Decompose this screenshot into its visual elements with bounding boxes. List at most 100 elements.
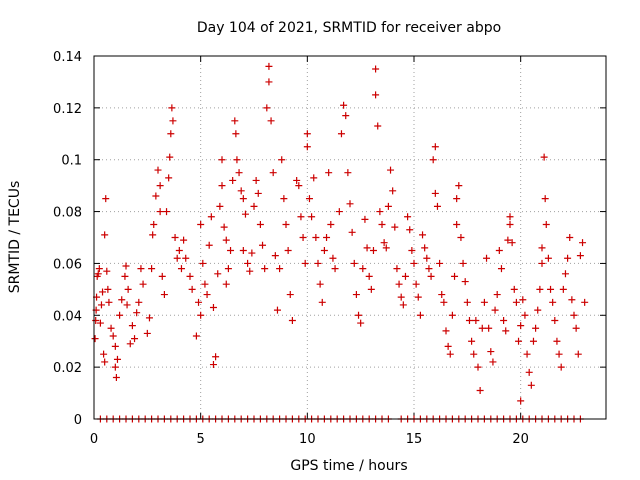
- data-point: [553, 337, 561, 345]
- data-point: [273, 306, 281, 314]
- data-point: [166, 153, 174, 161]
- data-point: [442, 327, 450, 335]
- data-point: [564, 254, 572, 262]
- data-point: [314, 259, 322, 267]
- data-point: [534, 306, 542, 314]
- data-point: [123, 301, 131, 309]
- data-point: [433, 202, 441, 210]
- data-point: [487, 348, 495, 356]
- data-point: [201, 280, 209, 288]
- data-point: [581, 298, 589, 306]
- data-point: [570, 311, 578, 319]
- data-point: [551, 316, 559, 324]
- data-point: [235, 169, 243, 177]
- data-point: [431, 189, 439, 197]
- axis-ticks: 0 0.02 0.04 0.06 0.08 0.1 0.12 0.14 0 5 10 15 20: [53, 50, 606, 447]
- data-point: [335, 208, 343, 216]
- data-point: [154, 166, 162, 174]
- data-point: [519, 296, 527, 304]
- data-point: [131, 335, 139, 343]
- x-tick-label: 10: [299, 432, 316, 447]
- data-point: [209, 304, 217, 312]
- data-point: [372, 65, 380, 73]
- data-point: [429, 156, 437, 164]
- data-point: [374, 122, 382, 130]
- data-point: [483, 254, 491, 262]
- data-point: [160, 291, 168, 299]
- data-point: [218, 156, 226, 164]
- data-point: [227, 246, 235, 254]
- data-point: [165, 174, 173, 182]
- x-tick-label: 15: [406, 432, 423, 447]
- data-point: [365, 272, 373, 280]
- data-point: [111, 342, 119, 350]
- data-point: [248, 249, 256, 257]
- data-point: [229, 176, 237, 184]
- data-point: [431, 143, 439, 151]
- y-tick-label: 0.04: [53, 309, 82, 324]
- data-point: [549, 298, 557, 306]
- data-point: [391, 223, 399, 231]
- data-point: [303, 143, 311, 151]
- data-point: [504, 236, 512, 244]
- data-point: [423, 254, 431, 262]
- data-point: [186, 272, 194, 280]
- data-point: [137, 265, 145, 273]
- data-point: [209, 361, 217, 369]
- data-point: [149, 231, 157, 239]
- data-point: [446, 350, 454, 358]
- data-point: [327, 221, 335, 229]
- data-point: [404, 213, 412, 221]
- data-point: [544, 254, 552, 262]
- data-point: [416, 311, 424, 319]
- data-point: [222, 280, 230, 288]
- data-point: [399, 301, 407, 309]
- data-point: [180, 236, 188, 244]
- data-point: [237, 187, 245, 195]
- data-point: [547, 285, 555, 293]
- data-point: [561, 270, 569, 278]
- data-marks: [91, 62, 589, 423]
- data-point: [440, 298, 448, 306]
- data-point: [406, 226, 414, 234]
- data-point: [329, 254, 337, 262]
- data-point: [463, 298, 471, 306]
- data-point: [527, 381, 535, 389]
- data-point: [239, 195, 247, 203]
- data-point: [348, 228, 356, 236]
- y-tick-label: 0.08: [53, 206, 82, 221]
- data-point: [493, 291, 501, 299]
- data-point: [101, 358, 109, 366]
- data-point: [574, 350, 582, 358]
- data-point: [305, 195, 313, 203]
- data-point: [261, 265, 269, 273]
- data-point: [199, 259, 207, 267]
- data-point: [352, 291, 360, 299]
- data-point: [95, 265, 103, 273]
- data-point: [216, 202, 224, 210]
- data-point: [380, 239, 388, 247]
- data-point: [474, 363, 482, 371]
- data-point: [152, 192, 160, 200]
- data-point: [455, 182, 463, 190]
- data-point: [126, 340, 134, 348]
- data-point: [472, 316, 480, 324]
- x-axis-label: GPS time / hours: [290, 458, 407, 474]
- data-point: [295, 182, 303, 190]
- data-point: [139, 280, 147, 288]
- data-point: [410, 259, 418, 267]
- data-point: [91, 335, 99, 343]
- data-point: [92, 316, 100, 324]
- data-point: [105, 298, 113, 306]
- data-point: [259, 241, 267, 249]
- data-point: [286, 291, 294, 299]
- y-tick-label: 0.1: [61, 154, 82, 169]
- data-point: [169, 117, 177, 125]
- data-point: [382, 244, 390, 252]
- data-point: [320, 246, 328, 254]
- data-point: [331, 265, 339, 273]
- plot-frame: [93, 55, 607, 420]
- data-point: [197, 221, 205, 229]
- data-point: [532, 324, 540, 332]
- data-point: [293, 176, 301, 184]
